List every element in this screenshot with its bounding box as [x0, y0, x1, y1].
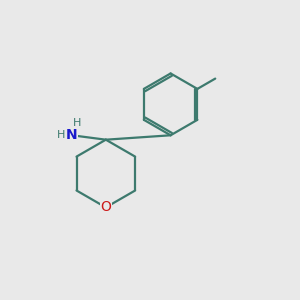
- Text: N: N: [66, 128, 78, 142]
- Text: H: H: [73, 118, 82, 128]
- Text: H: H: [57, 130, 65, 140]
- Text: O: O: [100, 200, 111, 214]
